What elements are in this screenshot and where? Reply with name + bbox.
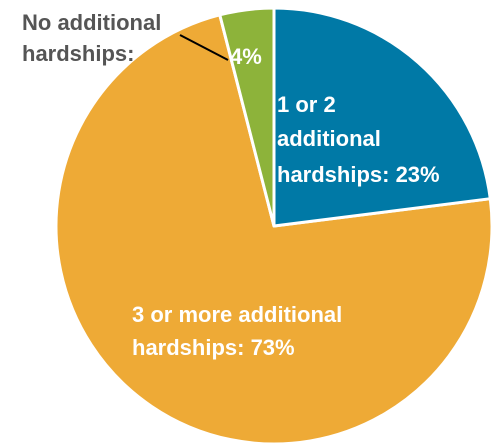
slice-value-no-additional: 4% [230, 44, 262, 69]
pie-slice-1-or-2 [272, 6, 492, 228]
slice-label-no-additional: No additional hardships: [22, 10, 167, 66]
slice-label-1-or-2-line-2: additional [277, 126, 381, 151]
slice-label-1-or-2-line-1: 1 or 2 [277, 92, 336, 117]
pie-slices [54, 6, 494, 444]
slice-label-no-additional-line-1: No additional [22, 10, 161, 35]
leader-line-no-additional [179, 34, 229, 61]
slice-label-3-or-more-line-1: 3 or more additional [132, 302, 342, 327]
slice-label-3-or-more-line-2: hardships: 73% [132, 335, 295, 360]
slice-label-3-or-more: 3 or more additional hardships: 73% [132, 302, 348, 360]
slice-label-1-or-2: 1 or 2 additional hardships: 23% [277, 92, 440, 187]
slice-label-no-additional-line-2: hardships: [22, 41, 134, 66]
slice-label-1-or-2-line-3: hardships: 23% [277, 162, 440, 187]
pie-slice-no-additional [218, 6, 276, 228]
pie-slice-3-or-more [54, 13, 494, 444]
